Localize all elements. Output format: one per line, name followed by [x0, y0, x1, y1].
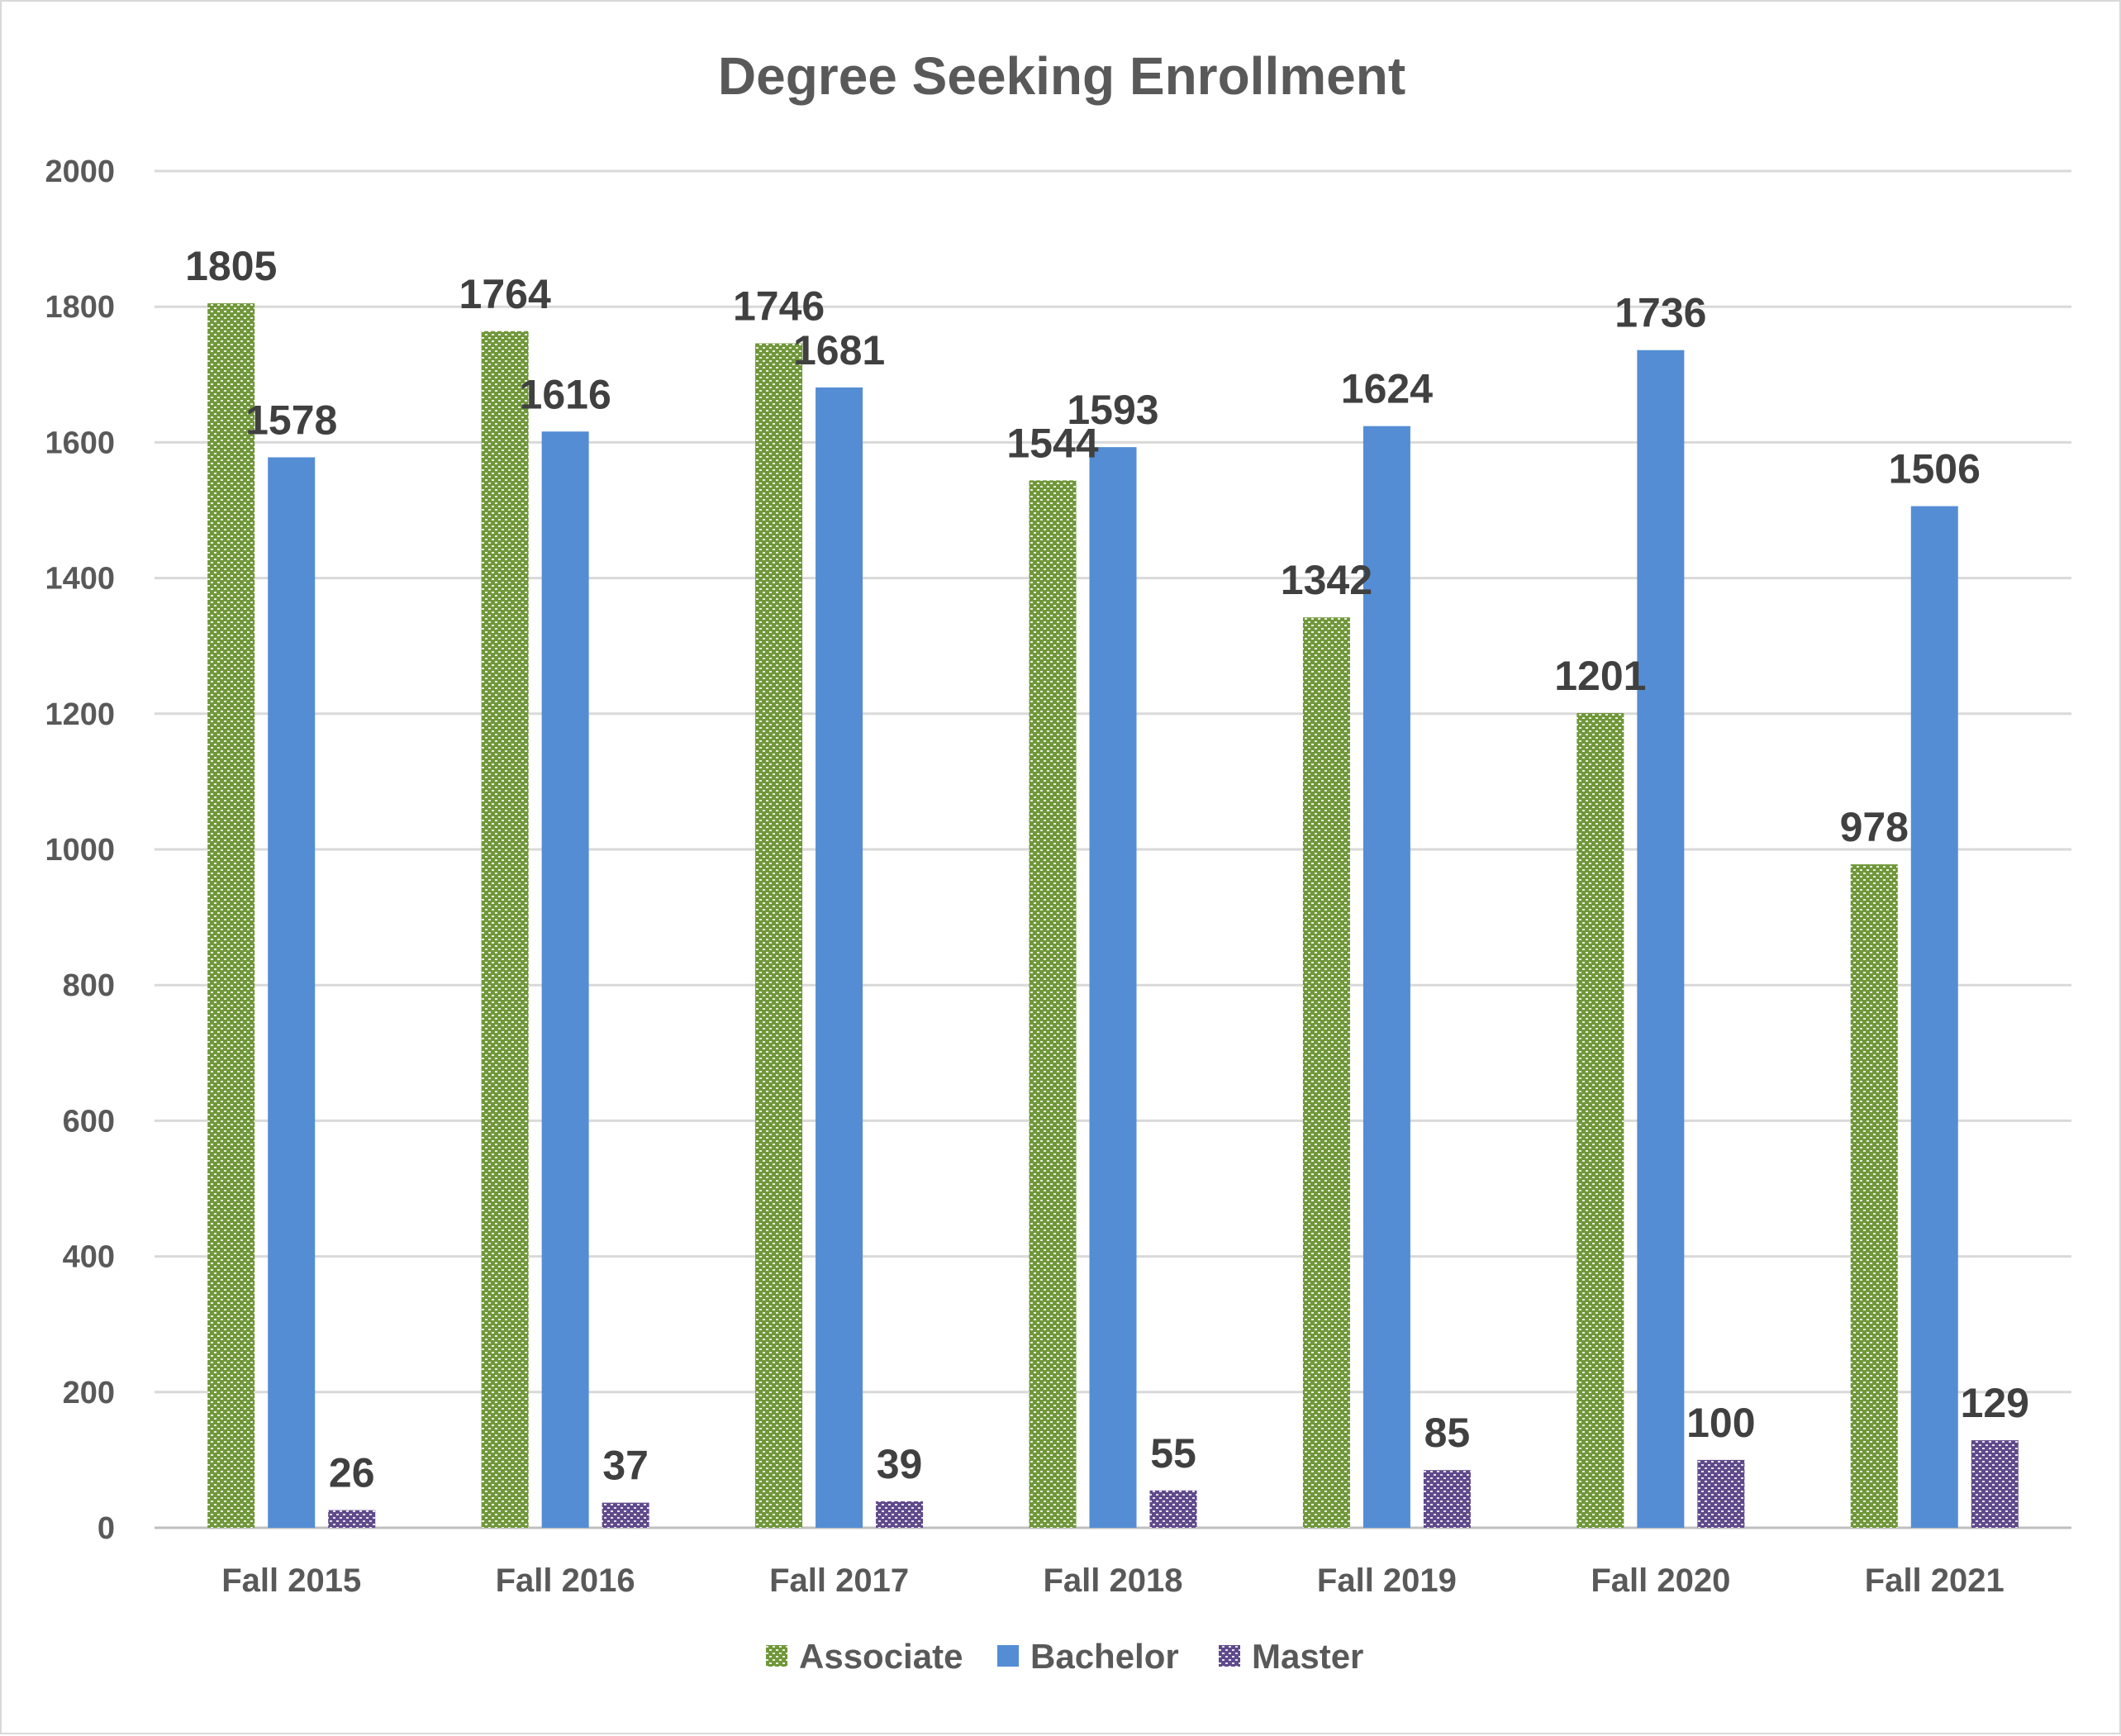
- chart-title: Degree Seeking Enrollment: [718, 46, 1405, 106]
- legend-swatch: [766, 1645, 787, 1667]
- data-label: 100: [1686, 1400, 1755, 1446]
- data-label: 1624: [1341, 366, 1433, 412]
- legend-label: Bachelor: [1030, 1637, 1179, 1676]
- y-tick-label: 1000: [45, 833, 115, 868]
- y-tick-label: 400: [63, 1240, 115, 1275]
- bars: [207, 303, 2019, 1529]
- data-label: 1506: [1889, 446, 1981, 492]
- x-axis: Fall 2015 Fall 2016 Fall 2017 Fall 2018 Fall…: [221, 1562, 2004, 1599]
- data-label: 1746: [733, 283, 825, 330]
- bar-bachelor-fall-2016: [541, 431, 589, 1529]
- legend-item-associate: Associate: [766, 1637, 963, 1676]
- x-tick-label: Fall 2020: [1591, 1562, 1730, 1599]
- legend-item-bachelor: Bachelor: [997, 1637, 1179, 1676]
- y-tick-label: 0: [97, 1511, 115, 1546]
- bar-bachelor-fall-2015: [268, 457, 316, 1529]
- data-label: 26: [329, 1450, 375, 1496]
- legend-label: Master: [1252, 1637, 1363, 1676]
- bar-associate-fall-2018: [1029, 480, 1077, 1528]
- y-tick-label: 200: [63, 1376, 115, 1410]
- bar-associate-fall-2021: [1850, 864, 1898, 1528]
- legend-swatch: [997, 1645, 1019, 1667]
- bar-bachelor-fall-2020: [1637, 350, 1685, 1528]
- y-tick-label: 800: [63, 968, 115, 1003]
- bar-associate-fall-2015: [207, 303, 255, 1529]
- legend-label: Associate: [799, 1637, 963, 1676]
- y-tick-label: 1200: [45, 697, 115, 732]
- bar-associate-fall-2016: [481, 331, 529, 1529]
- data-label: 85: [1424, 1410, 1471, 1456]
- legend-item-master: Master: [1219, 1637, 1363, 1676]
- data-label: 1805: [185, 243, 277, 289]
- data-label: 1201: [1554, 653, 1646, 699]
- data-label: 37: [602, 1443, 649, 1489]
- data-label: 1544: [1006, 420, 1098, 466]
- data-label: 129: [1961, 1380, 2029, 1426]
- bar-master-fall-2016: [602, 1502, 649, 1528]
- legend-swatch: [1219, 1645, 1240, 1667]
- x-tick-label: Fall 2015: [221, 1562, 361, 1599]
- data-label: 1681: [793, 327, 885, 373]
- bar-bachelor-fall-2019: [1362, 426, 1410, 1528]
- x-tick-label: Fall 2019: [1317, 1562, 1457, 1599]
- y-axis: 0 200 400 600 800 1000 1200 1400 1600 1800 2000: [45, 155, 115, 1546]
- bar-master-fall-2017: [876, 1501, 924, 1528]
- y-tick-label: 1800: [45, 290, 115, 325]
- bar-associate-fall-2019: [1302, 617, 1350, 1528]
- x-tick-label: Fall 2017: [769, 1562, 909, 1599]
- data-label: 1736: [1615, 290, 1706, 336]
- legend: Associate Bachelor Master: [766, 1637, 1363, 1676]
- x-tick-label: Fall 2021: [1865, 1562, 2004, 1599]
- bar-master-fall-2015: [328, 1510, 376, 1528]
- bar-master-fall-2018: [1149, 1490, 1197, 1528]
- data-label: 978: [1840, 804, 1909, 850]
- y-tick-label: 2000: [45, 155, 115, 189]
- data-label: 55: [1150, 1430, 1196, 1477]
- bar-master-fall-2020: [1697, 1459, 1745, 1528]
- data-label: 1578: [245, 397, 337, 443]
- x-tick-label: Fall 2018: [1043, 1562, 1182, 1599]
- y-tick-label: 1600: [45, 426, 115, 460]
- y-tick-label: 1400: [45, 562, 115, 597]
- data-label: 1764: [459, 271, 551, 317]
- data-label: 1593: [1067, 387, 1158, 433]
- bar-associate-fall-2020: [1576, 712, 1624, 1528]
- bar-master-fall-2021: [1971, 1440, 2019, 1528]
- y-tick-label: 600: [63, 1104, 115, 1139]
- data-label: 1616: [520, 371, 611, 417]
- x-tick-label: Fall 2016: [496, 1562, 635, 1599]
- bar-bachelor-fall-2021: [1910, 506, 1958, 1528]
- bar-bachelor-fall-2018: [1089, 447, 1137, 1528]
- data-label: 39: [877, 1441, 923, 1487]
- bar-associate-fall-2017: [755, 343, 803, 1529]
- bar-master-fall-2019: [1423, 1470, 1471, 1528]
- data-label: 1342: [1281, 557, 1372, 603]
- bar-bachelor-fall-2017: [816, 387, 863, 1529]
